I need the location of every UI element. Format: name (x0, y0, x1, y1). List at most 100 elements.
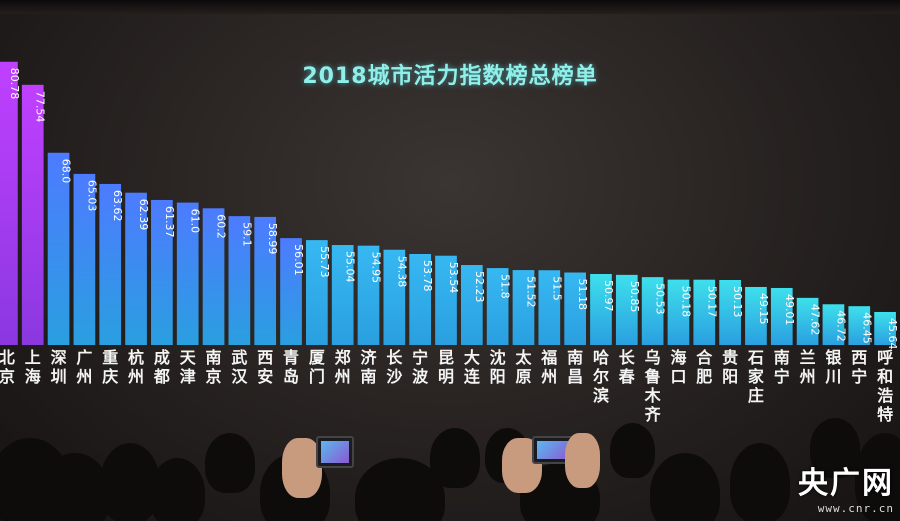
category-label: 青 (283, 348, 299, 367)
value-label: 80.78 (8, 68, 21, 100)
category-label: 原 (515, 367, 531, 386)
watermark: 央广网 www.cnr.cn (798, 458, 894, 515)
category-label: 合 (696, 348, 713, 367)
audience-head (150, 458, 205, 521)
category-label: 贵 (722, 348, 738, 367)
bar-大连 (460, 265, 483, 345)
audience-head (430, 428, 480, 488)
category-label: 州 (799, 367, 816, 386)
category-label: 州 (75, 367, 92, 386)
category-label: 重 (102, 348, 118, 367)
bar-深圳 (47, 152, 70, 345)
value-label: 55.04 (344, 251, 357, 283)
category-label: 深 (51, 348, 67, 367)
bar-南京 (202, 208, 225, 345)
bar-成都 (151, 199, 173, 345)
value-label: 53.78 (421, 260, 434, 292)
value-label: 50.17 (705, 286, 718, 318)
category-label: 乌 (645, 348, 661, 367)
audience-head (205, 433, 255, 493)
category-label: 海 (670, 348, 686, 367)
phone (316, 436, 354, 468)
bar-哈尔滨 (590, 274, 612, 345)
category-label: 宁 (412, 348, 428, 367)
category-label: 浩 (877, 386, 893, 405)
bar-昆明 (435, 255, 457, 345)
bar-宁波 (409, 254, 432, 345)
category-label: 南 (206, 348, 222, 367)
bar-合肥 (693, 279, 716, 345)
category-label: 长 (386, 348, 403, 367)
category-label: 尔 (593, 367, 609, 386)
category-label: 大 (464, 348, 480, 367)
value-label: 51.18 (576, 279, 589, 311)
category-label: 岛 (283, 367, 299, 386)
category-label: 和 (877, 367, 893, 386)
category-label: 阳 (722, 367, 738, 386)
category-label: 川 (824, 367, 841, 386)
value-label: 58.99 (266, 223, 279, 255)
bar-南宁 (770, 287, 793, 345)
category-label: 石 (747, 348, 764, 367)
bar-北京 (0, 61, 18, 346)
audience-head (610, 423, 655, 478)
category-label: 家 (748, 367, 765, 386)
bar-呼和浩特 (874, 311, 896, 345)
bar-重庆 (99, 183, 122, 345)
watermark-logo: 央广网 (798, 466, 894, 501)
value-label: 46.72 (834, 310, 847, 342)
audience-head (730, 443, 790, 521)
category-label: 福 (540, 348, 557, 367)
category-label: 庄 (748, 386, 764, 405)
category-label: 呼 (877, 348, 893, 367)
category-label: 武 (231, 348, 247, 367)
category-label: 哈 (593, 348, 609, 367)
category-label: 波 (412, 367, 429, 386)
value-label: 61.0 (189, 209, 202, 234)
category-label: 太 (514, 348, 532, 367)
category-label: 天 (180, 348, 197, 367)
category-label: 南 (567, 348, 583, 367)
category-label: 津 (180, 367, 196, 386)
category-label: 西 (851, 348, 867, 367)
value-label: 65.03 (85, 180, 98, 212)
category-label: 滨 (593, 386, 609, 405)
bar-沈阳 (486, 268, 509, 345)
category-label: 海 (25, 367, 41, 386)
category-label: 西 (257, 348, 273, 367)
value-label: 60.2 (215, 214, 228, 239)
category-label: 北 (0, 348, 15, 367)
value-label: 50.85 (628, 281, 641, 313)
value-label: 62.39 (137, 199, 150, 231)
category-label: 沈 (490, 348, 506, 367)
category-label: 长 (619, 348, 636, 367)
category-label: 鲁 (644, 367, 661, 386)
chart-title: 2018城市活力指数榜总榜单 (302, 64, 598, 89)
value-label: 54.38 (395, 256, 408, 288)
bar-海口 (667, 279, 690, 345)
category-label: 京 (206, 367, 222, 386)
category-label: 明 (438, 367, 454, 386)
category-label: 州 (540, 367, 557, 386)
value-label: 50.97 (602, 280, 615, 312)
bar-银川 (822, 304, 845, 345)
value-label: 61.37 (163, 206, 176, 238)
category-label: 安 (257, 367, 273, 386)
category-label: 宁 (851, 367, 867, 386)
category-label: 州 (334, 367, 351, 386)
watermark-url: www.cnr.cn (817, 502, 894, 515)
audience-silhouettes (0, 418, 900, 521)
bar-贵阳 (719, 279, 741, 345)
bar-兰州 (796, 297, 819, 345)
value-label: 53.54 (447, 262, 460, 294)
bar-郑州 (331, 245, 354, 345)
value-label: 50.13 (731, 286, 744, 318)
category-label: 阳 (490, 367, 506, 386)
category-label: 杭 (128, 348, 144, 367)
bar-福州 (538, 270, 561, 345)
category-label: 银 (825, 348, 842, 367)
value-label: 51.52 (524, 276, 537, 308)
bar-乌鲁木齐 (641, 277, 664, 345)
category-label: 州 (127, 367, 144, 386)
